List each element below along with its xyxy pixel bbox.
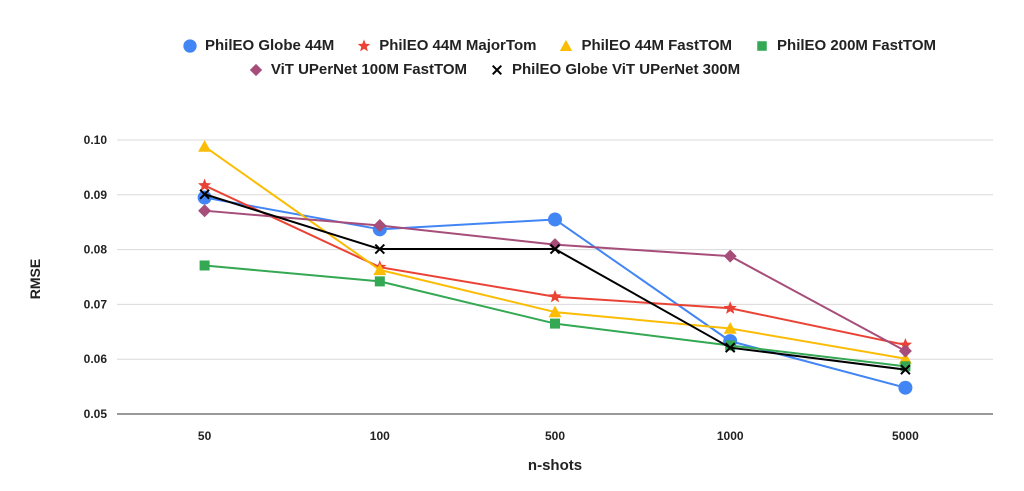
x-axis-ticks: 50 100 500 1000 5000 <box>198 429 919 443</box>
x-axis-label: n-shots <box>528 457 582 474</box>
data-point <box>898 344 912 358</box>
series-line <box>204 209 906 352</box>
diamond-marker-icon <box>249 63 263 76</box>
series-2 <box>198 140 912 364</box>
x-tick-label: 50 <box>198 429 212 443</box>
star-marker-icon <box>357 38 371 51</box>
data-point <box>898 380 913 395</box>
legend-marker <box>560 39 573 51</box>
y-axis-ticks: 0.05 0.06 0.07 0.08 0.09 0.10 <box>84 133 108 421</box>
data-point <box>373 218 387 232</box>
legend-row-1: PhilEO Globe 44M PhilEO 44M MajorTom PhilE… <box>47 37 1024 54</box>
legend-marker <box>183 38 197 53</box>
series-5 <box>199 189 911 375</box>
legend-item: PhilEO Globe ViT UPerNet 300M <box>489 61 740 78</box>
data-point <box>898 337 913 351</box>
legend-item: ViT UPerNet 100M FastTOM <box>248 61 467 78</box>
data-point <box>723 301 737 314</box>
legend-item: PhilEO Globe 44M <box>182 37 334 54</box>
x-tick-label: 500 <box>545 429 565 443</box>
data-point <box>548 305 562 318</box>
data-point <box>548 238 562 252</box>
legend-row-2: ViT UPerNet 100M FastTOM PhilEO Globe ViT… <box>0 61 1006 78</box>
data-point <box>549 243 561 255</box>
y-tick-label: 0.08 <box>84 243 108 257</box>
y-tick-label: 0.10 <box>84 133 108 147</box>
y-tick-label: 0.05 <box>84 407 108 421</box>
data-point <box>725 340 736 351</box>
circle-marker-icon <box>183 38 197 53</box>
legend-label: PhilEO 44M MajorTom <box>379 37 537 54</box>
legend-item: PhilEO 44M FastTOM <box>558 37 732 54</box>
legend-label: PhilEO Globe ViT UPerNet 300M <box>512 61 741 78</box>
series-4 <box>198 204 912 358</box>
data-point <box>198 140 212 152</box>
y-axis-label: RMSE <box>27 259 43 299</box>
data-point <box>723 249 737 263</box>
x-tick-label: 1000 <box>717 429 744 443</box>
legend-label: PhilEO 44M FastTOM <box>581 37 733 54</box>
y-tick-label: 0.07 <box>84 297 108 311</box>
x-tick-label: 100 <box>370 429 390 443</box>
legend-item: PhilEO 44M MajorTom <box>356 37 536 54</box>
data-point <box>374 243 386 255</box>
data-point <box>197 190 212 205</box>
data-point <box>199 260 210 271</box>
series-layer <box>197 140 913 395</box>
legend-marker <box>249 63 263 76</box>
data-point <box>197 178 212 192</box>
data-point <box>900 361 911 372</box>
data-point <box>374 276 385 287</box>
y-tick-label: 0.09 <box>84 188 108 202</box>
data-point <box>548 212 562 227</box>
data-point <box>898 352 912 364</box>
x-marker-icon <box>492 64 502 75</box>
x-tick-label: 5000 <box>892 429 919 443</box>
data-point <box>900 364 911 375</box>
square-marker-icon <box>757 40 767 51</box>
legend-marker <box>357 38 371 51</box>
legend-marker <box>757 40 767 51</box>
legend-label: PhilEO Globe 44M <box>205 37 335 54</box>
data-point <box>199 189 210 200</box>
data-point <box>723 322 737 334</box>
legend-item: PhilEO 200M FastTOM <box>754 37 936 54</box>
y-tick-label: 0.06 <box>84 352 108 366</box>
legend-marker <box>492 64 502 75</box>
gridlines <box>117 139 993 415</box>
triangle-marker-icon <box>560 39 573 51</box>
data-point <box>548 289 562 303</box>
series-3 <box>199 260 911 372</box>
data-point <box>373 263 387 276</box>
legend-label: ViT UPerNet 100M FastTOM <box>270 61 468 78</box>
data-point <box>198 204 212 218</box>
legend-label: PhilEO 200M FastTOM <box>777 37 936 54</box>
data-point <box>550 318 560 329</box>
data-point <box>724 342 736 353</box>
